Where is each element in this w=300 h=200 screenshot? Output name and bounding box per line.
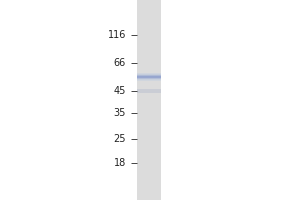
Text: 18: 18 [114,158,126,168]
Bar [136,89,160,93]
Text: 25: 25 [113,134,126,144]
Text: 35: 35 [114,108,126,118]
Bar [136,0,160,200]
Text: 66: 66 [114,58,126,68]
Text: 45: 45 [114,86,126,96]
Text: 116: 116 [108,30,126,40]
